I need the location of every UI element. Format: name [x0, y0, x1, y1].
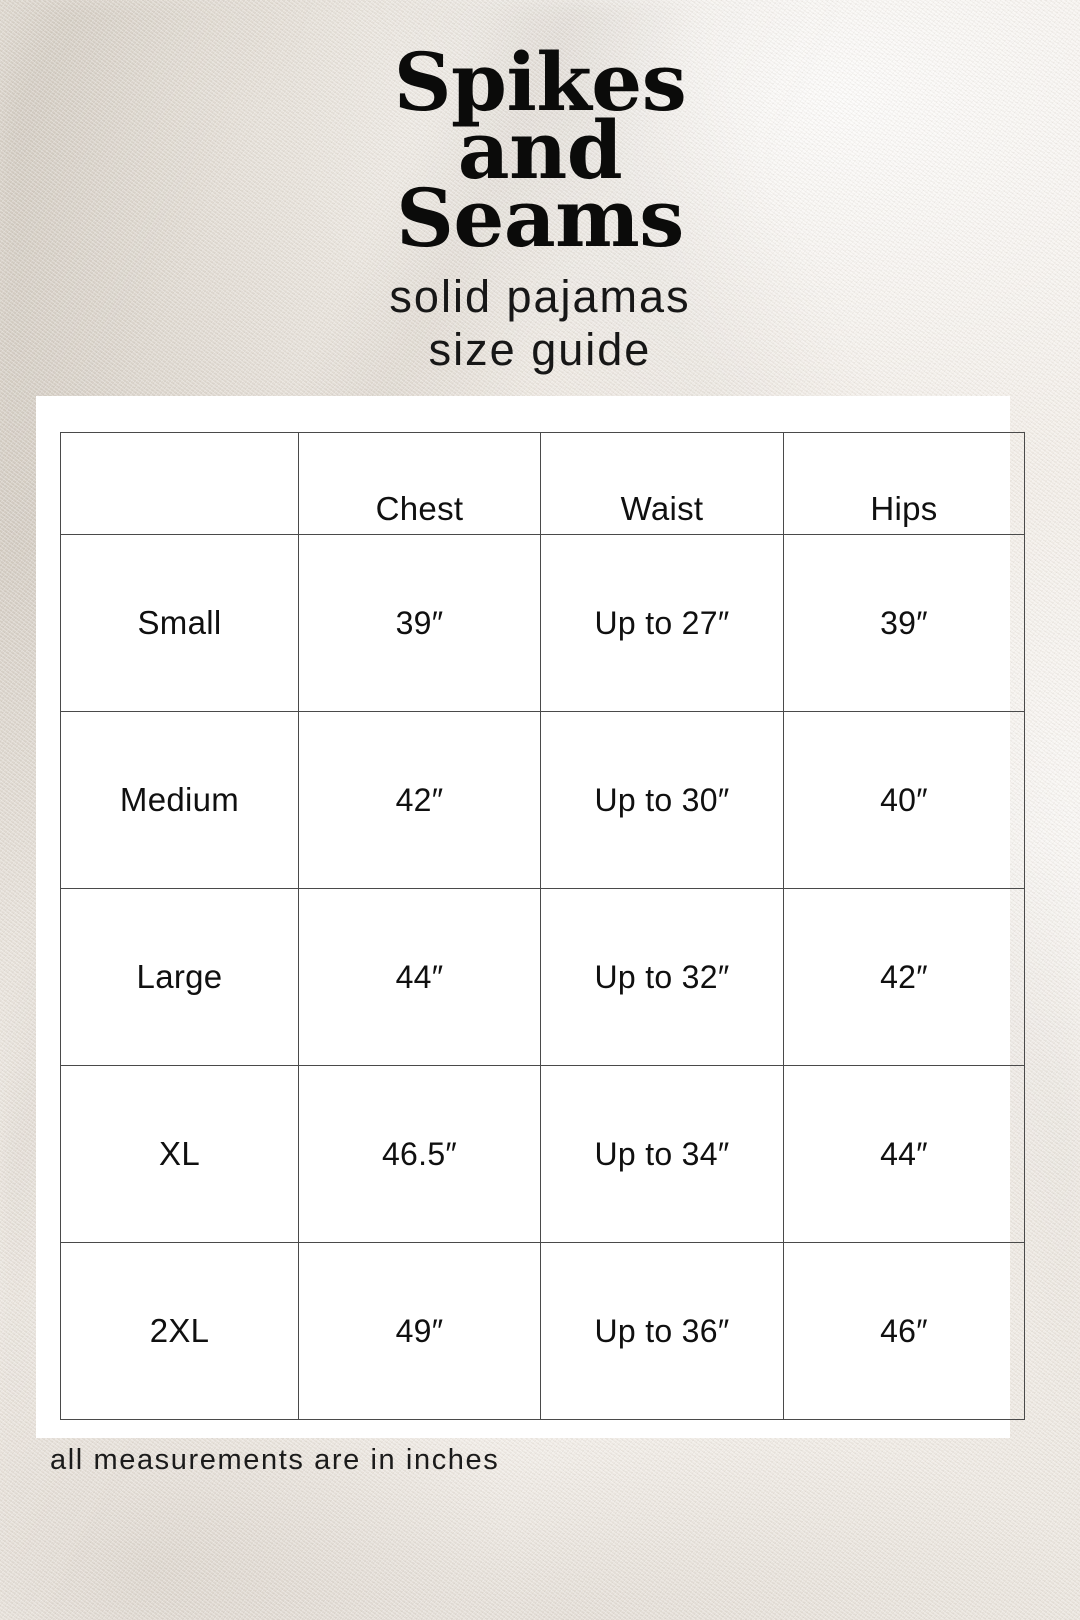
cell-chest: 44″	[298, 888, 541, 1066]
cell-hips: 39″	[783, 534, 1025, 712]
cell-size: Large	[60, 888, 299, 1066]
brand-title: Spikes and Seams	[393, 35, 687, 265]
table-row: XL 46.5″ Up to 34″ 44″	[60, 1065, 1025, 1243]
cell-hips: 42″	[783, 888, 1025, 1066]
size-guide-table: Chest Waist Hips Small 39″ Up to 27″ 39″…	[60, 432, 1025, 1420]
column-header-size	[60, 432, 299, 535]
cell-chest: 46.5″	[298, 1065, 541, 1243]
cell-chest: 49″	[298, 1242, 541, 1420]
cell-waist: Up to 32″	[540, 888, 784, 1066]
table-header-row: Chest Waist Hips	[60, 432, 1025, 535]
table-row: Large 44″ Up to 32″ 42″	[60, 888, 1025, 1066]
table-header: Chest Waist Hips	[60, 432, 1025, 535]
column-header-chest: Chest	[298, 432, 541, 535]
cell-waist: Up to 36″	[540, 1242, 784, 1420]
table-body: Small 39″ Up to 27″ 39″ Medium 42″ Up to…	[60, 534, 1025, 1420]
cell-chest: 39″	[298, 534, 541, 712]
cell-size: Medium	[60, 711, 299, 889]
cell-waist: Up to 34″	[540, 1065, 784, 1243]
cell-chest: 42″	[298, 711, 541, 889]
cell-size: Small	[60, 534, 299, 712]
column-header-hips: Hips	[783, 432, 1025, 535]
cell-waist: Up to 27″	[540, 534, 784, 712]
cell-size: XL	[60, 1065, 299, 1243]
page-subtitle: solid pajamas size guide	[389, 271, 691, 375]
cell-hips: 46″	[783, 1242, 1025, 1420]
cell-hips: 44″	[783, 1065, 1025, 1243]
cell-hips: 40″	[783, 711, 1025, 889]
table-row: 2XL 49″ Up to 36″ 46″	[60, 1242, 1025, 1420]
measurement-note: all measurements are in inches	[50, 1444, 500, 1476]
cell-waist: Up to 30″	[540, 711, 784, 889]
table-row: Small 39″ Up to 27″ 39″	[60, 534, 1025, 712]
cell-size: 2XL	[60, 1242, 299, 1420]
table-row: Medium 42″ Up to 30″ 40″	[60, 711, 1025, 889]
column-header-waist: Waist	[540, 432, 784, 535]
